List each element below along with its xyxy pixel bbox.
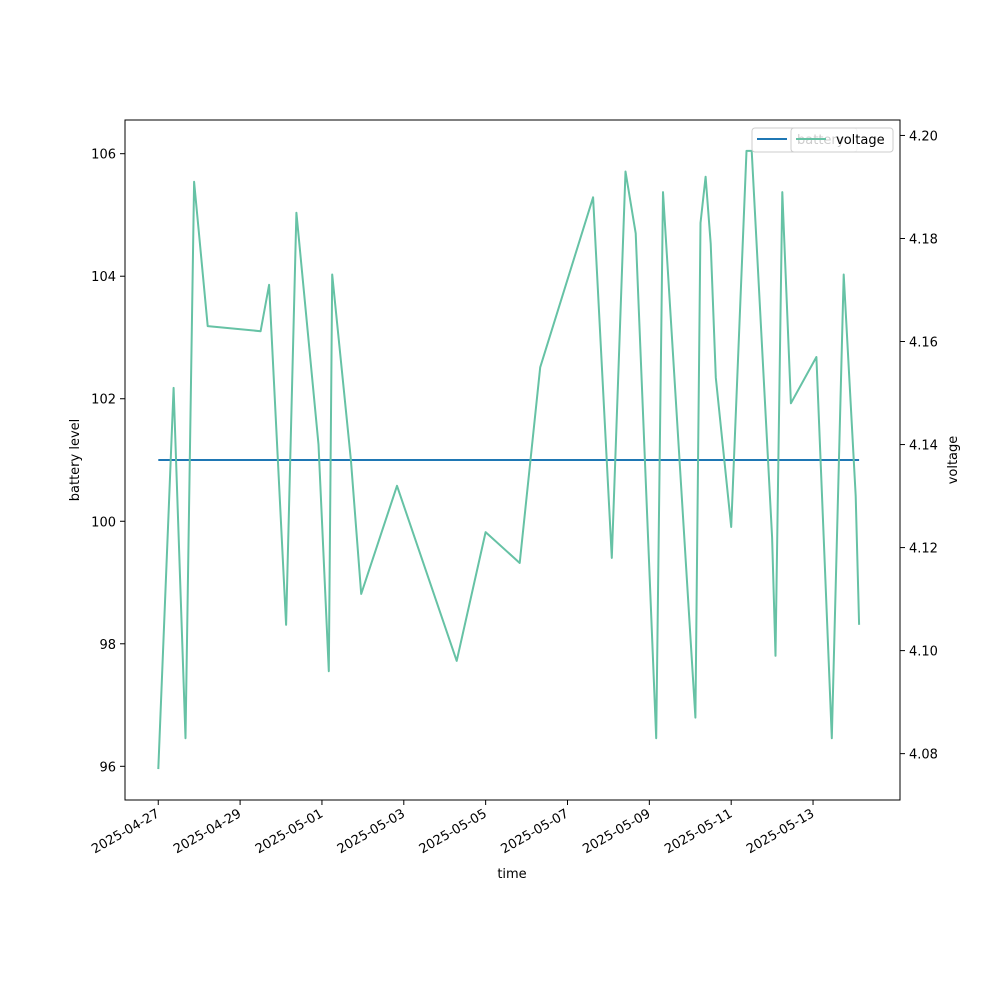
y-axis-right: 4.08 4.10 4.12 4.14 4.16 4.18 4.20 <box>900 129 938 763</box>
y-right-tick-label: 4.14 <box>909 439 938 454</box>
y-right-tick-label: 4.08 <box>909 748 938 763</box>
y-axis-left-title: battery level <box>68 419 83 502</box>
x-axis-title: time <box>497 867 526 882</box>
series-line-voltage <box>157 149 861 770</box>
y-right-tick-label: 4.18 <box>909 232 938 247</box>
y-axis-left: 96 98 100 102 104 106 <box>91 148 125 775</box>
legend-voltage: voltage <box>790 127 894 153</box>
y-right-tick-label: 4.12 <box>909 542 938 557</box>
y-right-tick-label: 4.20 <box>909 129 938 144</box>
y-right-tick-label: 4.10 <box>909 645 938 660</box>
y-left-tick-label: 96 <box>99 760 116 775</box>
y-right-tick-label: 4.16 <box>909 336 938 351</box>
legend-voltage-box <box>790 127 894 153</box>
y-left-tick-label: 104 <box>91 270 116 285</box>
y-axis-right-title: voltage <box>946 436 961 485</box>
y-left-tick-label: 102 <box>91 393 116 408</box>
plot-frame <box>124 119 901 801</box>
series-layer <box>157 149 861 770</box>
y-left-tick-label: 100 <box>91 515 116 530</box>
y-left-tick-label: 98 <box>99 638 116 653</box>
legend-voltage-label: voltage <box>836 133 885 148</box>
y-left-tick-label: 106 <box>91 148 116 163</box>
